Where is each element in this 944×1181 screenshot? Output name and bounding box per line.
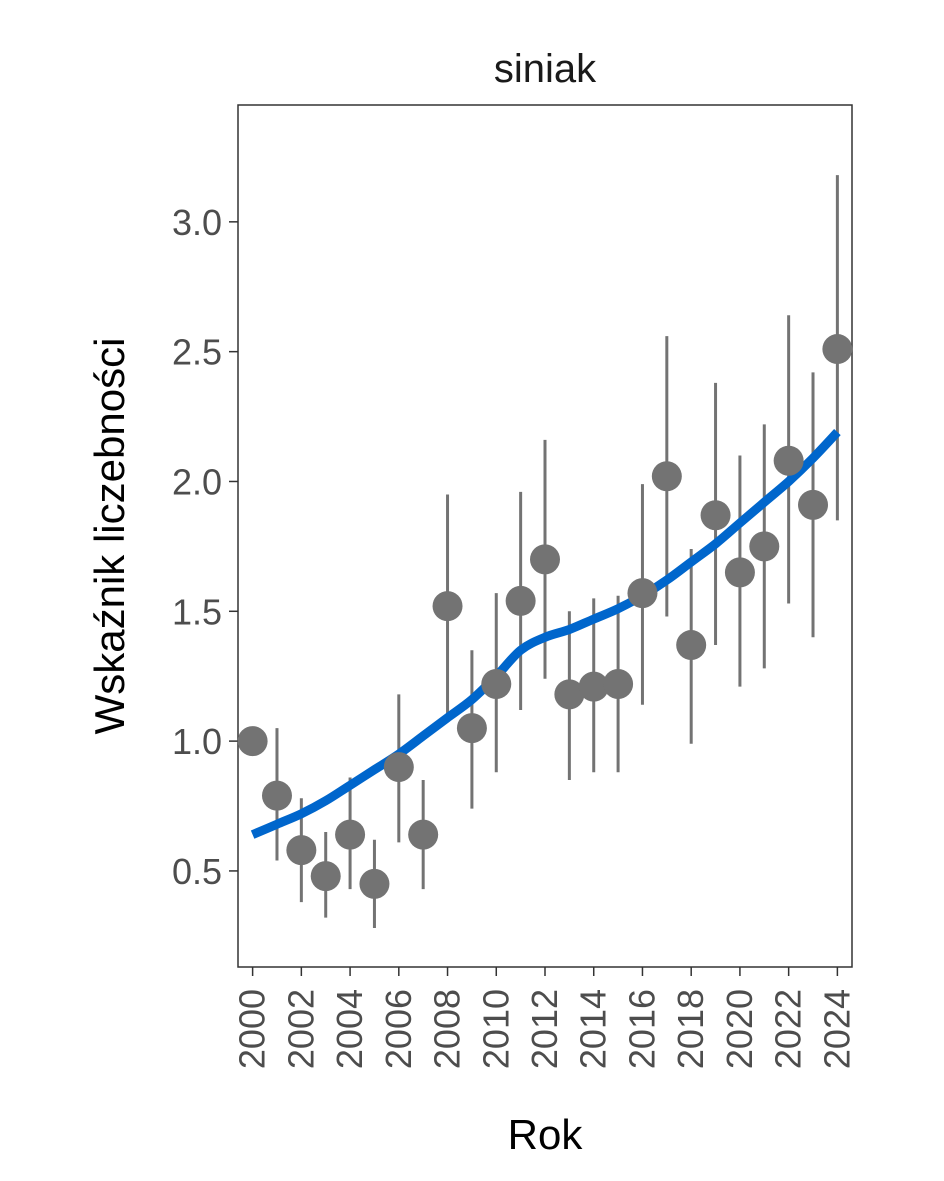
x-tick-label: 2000 bbox=[232, 989, 273, 1069]
y-tick-label: 1.0 bbox=[172, 721, 222, 762]
x-tick-label: 2010 bbox=[475, 989, 516, 1069]
y-tick-label: 2.5 bbox=[172, 332, 222, 373]
data-point bbox=[603, 668, 634, 699]
data-point bbox=[773, 445, 804, 476]
x-tick-label: 2008 bbox=[427, 989, 468, 1069]
chart-title: siniak bbox=[494, 47, 597, 91]
data-point bbox=[651, 461, 682, 492]
y-axis: 0.5 1.0 1.5 2.0 2.5 3.0 bbox=[172, 202, 238, 892]
y-axis-label: Wskaźnik liczebności bbox=[86, 338, 133, 735]
data-point bbox=[335, 819, 366, 850]
data-point bbox=[700, 500, 731, 531]
y-tick-label: 2.0 bbox=[172, 461, 222, 502]
data-point bbox=[286, 835, 317, 866]
trend-line bbox=[250, 429, 841, 839]
y-tick-label: 1.5 bbox=[172, 591, 222, 632]
data-point bbox=[383, 752, 414, 783]
data-point bbox=[578, 671, 609, 702]
data-point bbox=[554, 679, 585, 710]
data-point bbox=[505, 585, 536, 616]
data-point bbox=[432, 591, 463, 622]
x-tick-label: 2004 bbox=[329, 989, 370, 1069]
data-point bbox=[724, 557, 755, 588]
x-tick-label: 2002 bbox=[280, 989, 321, 1069]
y-tick-label: 0.5 bbox=[172, 851, 222, 892]
data-point bbox=[676, 630, 707, 661]
y-tick-label: 3.0 bbox=[172, 202, 222, 243]
x-axis-label: Rok bbox=[508, 1111, 584, 1158]
data-point bbox=[359, 868, 390, 899]
x-tick-label: 2014 bbox=[573, 989, 614, 1069]
data-point bbox=[261, 780, 292, 811]
data-points bbox=[237, 334, 853, 899]
x-tick-label: 2006 bbox=[378, 989, 419, 1069]
x-tick-label: 2024 bbox=[816, 989, 857, 1069]
x-tick-label: 2018 bbox=[670, 989, 711, 1069]
x-tick-label: 2016 bbox=[621, 989, 662, 1069]
x-tick-label: 2012 bbox=[524, 989, 565, 1069]
data-point bbox=[530, 544, 560, 575]
data-point bbox=[237, 726, 268, 757]
data-point bbox=[408, 819, 439, 850]
data-point bbox=[822, 334, 853, 365]
data-point bbox=[456, 713, 487, 744]
data-point bbox=[627, 578, 658, 609]
x-axis: 2000 2002 2004 2006 2008 2010 2012 2014 2016 2018… bbox=[232, 967, 857, 1069]
data-point bbox=[798, 489, 829, 520]
data-point bbox=[749, 531, 780, 562]
data-point bbox=[481, 668, 512, 699]
data-point bbox=[310, 861, 341, 892]
x-tick-label: 2022 bbox=[768, 989, 809, 1069]
x-tick-label: 2020 bbox=[719, 989, 760, 1069]
